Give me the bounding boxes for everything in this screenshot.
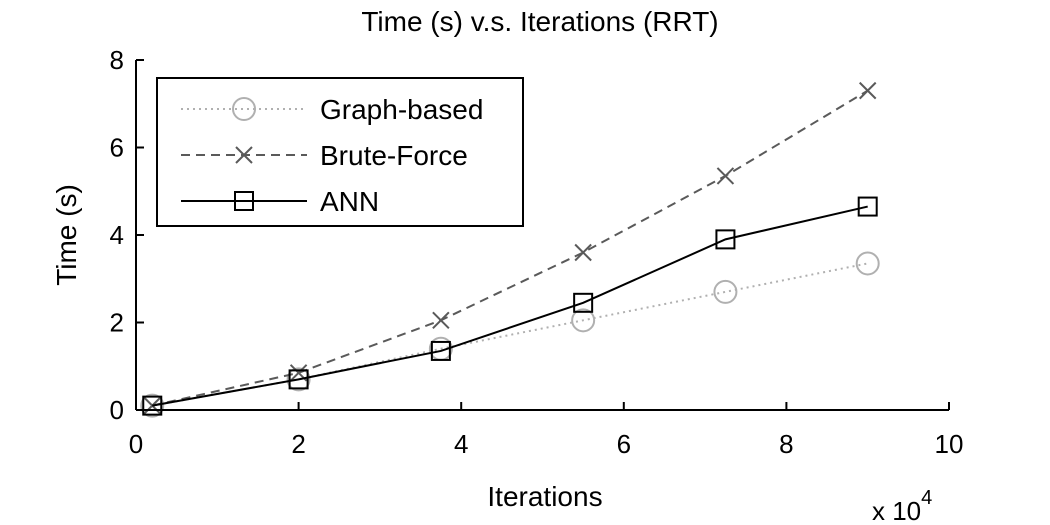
x-axis-label: Iterations (487, 481, 602, 512)
x-tick-label: 6 (617, 429, 631, 459)
x-tick-label: 2 (291, 429, 305, 459)
legend-marker-graph-based (232, 97, 256, 121)
data-point-ann (857, 196, 878, 217)
series-line-brute-force (152, 89, 869, 407)
x-tick-label: 8 (779, 429, 793, 459)
data-point-brute-force (858, 81, 877, 100)
x-axis-multiplier: x 104 (872, 487, 932, 525)
data-point-brute-force (574, 243, 592, 262)
legend-label-brute-force: Brute-Force (320, 140, 468, 171)
y-tick-label: 6 (110, 133, 124, 163)
x-tick-label: 0 (129, 429, 143, 459)
data-point-ann (288, 369, 309, 390)
axes: 0 2 4 6 8 10 0 2 4 6 8 (110, 45, 964, 459)
legend-item-brute-force: Brute-Force (181, 140, 468, 171)
data-point-ann (715, 229, 736, 250)
legend-marker-ann (234, 191, 254, 211)
data-point-graph-based (855, 251, 880, 276)
data-point-graph-based (571, 308, 596, 333)
legend-label-ann: ANN (320, 186, 379, 217)
legend: Graph-based Brute-Force ANN (156, 77, 524, 227)
x-tick-label: 10 (935, 429, 964, 459)
y-tick-label: 0 (110, 395, 124, 425)
legend-item-ann: ANN (181, 186, 379, 217)
legend-marker-brute-force (235, 146, 253, 164)
series-ann (142, 196, 878, 416)
plot-area (140, 81, 880, 418)
data-point-graph-based (713, 279, 738, 304)
y-tick-label: 8 (110, 45, 124, 75)
legend-item-graph-based: Graph-based (181, 94, 483, 125)
series-line-graph-based (152, 262, 868, 407)
series-graph-based (140, 251, 880, 418)
data-point-ann (430, 340, 451, 361)
data-point-graph-based (140, 393, 165, 418)
y-tick-label: 4 (110, 220, 124, 250)
data-point-ann (573, 292, 594, 313)
series-line-ann (152, 205, 868, 407)
y-tick-label: 2 (110, 308, 124, 338)
legend-label-graph-based: Graph-based (320, 94, 483, 125)
x-tick-label: 4 (454, 429, 468, 459)
data-point-graph-based (286, 367, 311, 392)
data-point-brute-force (716, 167, 735, 185)
x-axis-multiplier-exponent: 4 (921, 487, 932, 509)
y-axis-label: Time (s) (51, 184, 82, 286)
x-axis-multiplier-base: x 10 (872, 496, 921, 525)
data-point-brute-force (432, 311, 450, 330)
data-point-ann (142, 395, 163, 416)
chart-title: Time (s) v.s. Iterations (RRT) (361, 6, 718, 37)
